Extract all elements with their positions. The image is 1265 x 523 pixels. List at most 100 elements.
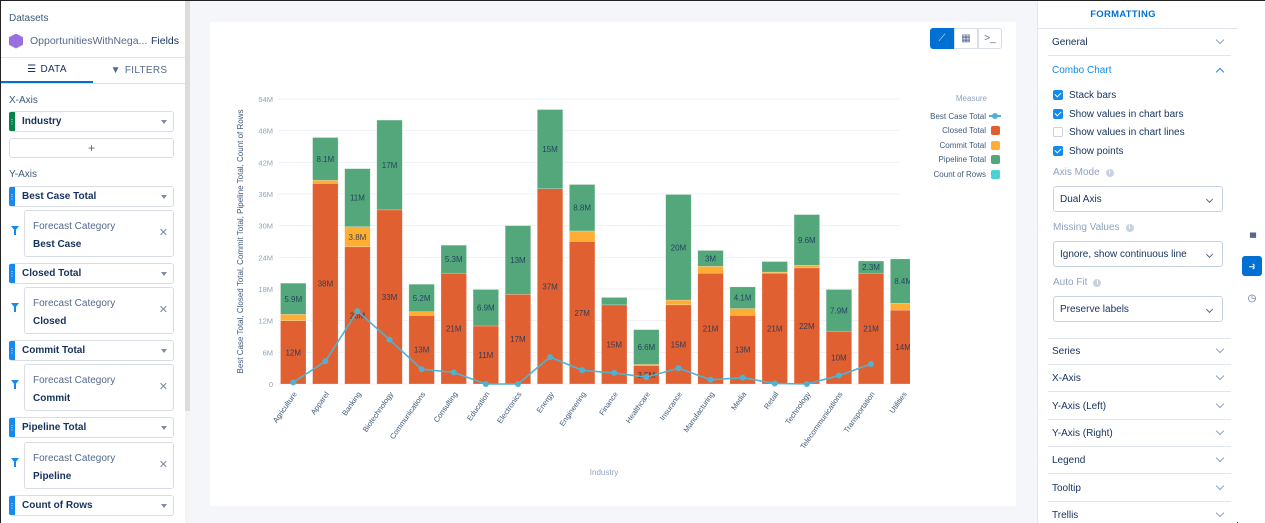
auto-fit-select[interactable]: Preserve labels	[1053, 296, 1223, 322]
axis-mode-label: Axis Mode i	[1053, 167, 1114, 178]
drag-handle-icon[interactable]: ⋮	[9, 496, 16, 515]
svg-text:5.9M: 5.9M	[284, 295, 302, 304]
checkbox-checked-icon[interactable]	[1053, 146, 1063, 156]
svg-text:21M: 21M	[767, 325, 783, 334]
svg-text:11M: 11M	[350, 194, 365, 203]
tab-data-label: DATA	[40, 64, 67, 75]
legend-item[interactable]: Closed Total	[910, 124, 1000, 139]
caret-down-icon[interactable]	[161, 271, 167, 276]
svg-text:10M: 10M	[831, 354, 847, 363]
svg-text:12M: 12M	[258, 317, 273, 326]
section-tooltip[interactable]: Tooltip	[1048, 475, 1231, 502]
legend-item[interactable]: Pipeline Total	[910, 153, 1000, 168]
chart-type-button[interactable]: ▮▮▮	[1242, 225, 1262, 245]
section-combo-chart[interactable]: Combo Chart	[1048, 57, 1231, 84]
missing-values-label: Missing Values i	[1053, 222, 1134, 233]
svg-text:42M: 42M	[258, 158, 273, 167]
section-general[interactable]: General	[1048, 29, 1231, 56]
legend-item[interactable]: Commit Total	[910, 138, 1000, 153]
section-series[interactable]: Series	[1048, 338, 1231, 365]
tab-formatting[interactable]: FORMATTING	[1076, 1, 1170, 29]
drag-handle-icon[interactable]: ⋮	[9, 341, 16, 360]
x-axis-label: X-Axis	[9, 95, 38, 106]
drag-handle-icon[interactable]: ⋮	[9, 187, 16, 206]
history-button[interactable]: ◷	[1242, 288, 1262, 308]
x-axis-field-pill[interactable]: ⋮ Industry	[9, 111, 174, 132]
query-view-button[interactable]: >_	[978, 28, 1002, 49]
svg-text:38M: 38M	[318, 280, 334, 289]
measure-pill-best-case[interactable]: ⋮ Best Case Total	[9, 186, 174, 207]
filter-value: Best Case	[33, 239, 82, 250]
remove-filter-close-icon[interactable]: ✕	[158, 381, 168, 393]
measure-pill-count[interactable]: ⋮ Count of Rows	[9, 495, 174, 516]
legend-label: Commit Total	[939, 140, 986, 150]
add-x-axis-button[interactable]: +	[9, 138, 174, 158]
info-icon[interactable]: i	[1105, 168, 1114, 177]
section-legend[interactable]: Legend	[1048, 447, 1231, 474]
checkbox-checked-icon[interactable]	[1053, 109, 1063, 119]
svg-text:Insurance: Insurance	[658, 390, 684, 422]
table-view-button[interactable]: ▦	[954, 28, 978, 49]
filter-card[interactable]: Forecast Category Best Case ✕	[24, 210, 174, 257]
filter-card[interactable]: Forecast Category Closed ✕	[24, 287, 174, 334]
section-y-axis-right[interactable]: Y-Axis (Right)	[1048, 420, 1231, 447]
tab-data[interactable]: ☰ DATA	[1, 58, 93, 83]
checkbox-stack-bars[interactable]: Stack bars	[1053, 88, 1116, 102]
legend-item[interactable]: Best Case Total	[910, 109, 1001, 124]
section-x-axis[interactable]: X-Axis	[1048, 365, 1231, 392]
bar-chart-icon: ▮▮▮	[1249, 232, 1256, 239]
axis-mode-select[interactable]: Dual Axis	[1053, 186, 1223, 212]
measure-pill-closed[interactable]: ⋮ Closed Total	[9, 263, 174, 284]
tab-filters[interactable]: ▼ FILTERS	[93, 58, 185, 83]
chevron-down-icon	[1205, 195, 1214, 203]
drag-handle-icon[interactable]: ⋮	[9, 418, 16, 437]
measure-pill-pipeline[interactable]: ⋮ Pipeline Total	[9, 417, 174, 438]
remove-filter-close-icon[interactable]: ✕	[158, 227, 168, 239]
filter-key: Forecast Category	[33, 221, 116, 232]
caret-down-icon[interactable]	[161, 503, 167, 508]
section-label: Y-Axis (Right)	[1052, 427, 1113, 439]
drag-handle-icon[interactable]: ⋮	[9, 112, 16, 131]
checkbox-unchecked-icon[interactable]	[1053, 127, 1063, 137]
info-icon[interactable]: i	[1093, 278, 1102, 287]
drag-handle-icon[interactable]: ⋮	[9, 264, 16, 283]
left-panel: Datasets OpportunitiesWithNega... Fields…	[1, 1, 185, 523]
measure-filter-closed: Forecast Category Closed ✕	[9, 287, 174, 335]
fields-link[interactable]: Fields	[150, 35, 179, 47]
remove-filter-close-icon[interactable]: ✕	[158, 459, 168, 471]
section-trellis[interactable]: Trellis	[1048, 502, 1231, 523]
caret-down-icon[interactable]	[161, 194, 167, 199]
checkbox-show-points[interactable]: Show points	[1053, 144, 1123, 158]
color-swatch-icon	[991, 140, 1000, 150]
checkbox-values-lines[interactable]: Show values in chart lines	[1053, 125, 1185, 139]
combo-chart[interactable]: 0 6M 12M 18M 24M 30M 36M 42M 48M 54M Best Case Tot…	[210, 22, 910, 492]
chevron-down-icon	[1215, 371, 1225, 381]
remove-filter-close-icon[interactable]: ✕	[158, 304, 168, 316]
left-panel-scrollbar[interactable]	[185, 1, 190, 411]
svg-text:Banking: Banking	[340, 390, 363, 417]
checkbox-checked-icon[interactable]	[1053, 90, 1063, 100]
svg-text:Apparel: Apparel	[309, 390, 331, 417]
svg-text:21M: 21M	[863, 325, 879, 334]
caret-down-icon[interactable]	[161, 119, 167, 124]
section-label: X-Axis	[1052, 372, 1081, 384]
dataset-name[interactable]: OpportunitiesWithNega...	[30, 35, 147, 47]
dataset-row: OpportunitiesWithNega... Fields	[9, 32, 179, 50]
svg-text:Engineering: Engineering	[557, 390, 587, 428]
svg-text:8.8M: 8.8M	[573, 204, 591, 213]
caret-down-icon[interactable]	[161, 425, 167, 430]
caret-down-icon[interactable]	[161, 348, 167, 353]
section-label: Combo Chart	[1052, 65, 1112, 76]
checkbox-values-bars[interactable]: Show values in chart bars	[1053, 107, 1184, 121]
filter-card[interactable]: Forecast Category Pipeline ✕	[24, 442, 174, 489]
missing-values-select[interactable]: Ignore, show continuous line	[1053, 241, 1223, 267]
measure-pill-commit[interactable]: ⋮ Commit Total	[9, 340, 174, 361]
field-label: Auto Fit	[1053, 277, 1088, 288]
chart-view-button[interactable]: ⟋	[930, 28, 954, 49]
info-icon[interactable]: i	[1125, 223, 1134, 232]
legend-item[interactable]: Count of Rows	[910, 167, 1000, 182]
section-y-axis-left[interactable]: Y-Axis (Left)	[1048, 393, 1231, 420]
formatting-button[interactable]: ⥽	[1242, 256, 1262, 276]
left-panel-scroll-track	[185, 411, 190, 523]
filter-card[interactable]: Forecast Category Commit ✕	[24, 364, 174, 411]
